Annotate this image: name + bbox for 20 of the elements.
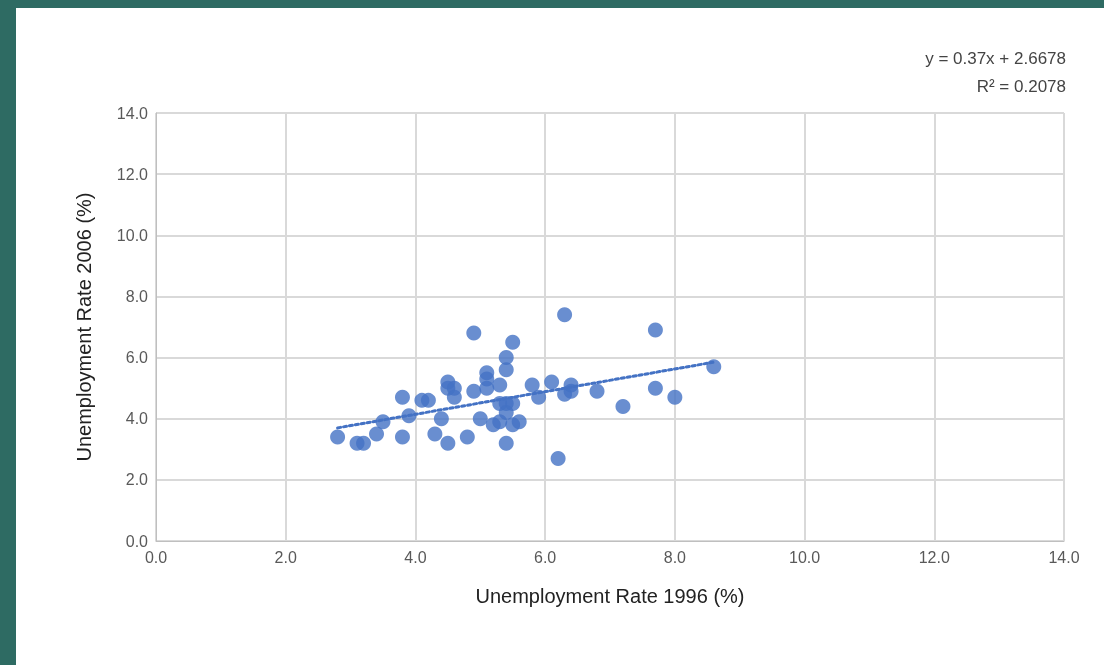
- x-tick-label: 10.0: [789, 548, 821, 566]
- text: R² = 0.2078: [976, 77, 1066, 96]
- y-tick-label: 10.0: [116, 226, 149, 244]
- y-tick-label: 4.0: [125, 410, 149, 428]
- text: y = 0.37x + 2.6678: [925, 49, 1067, 68]
- y-tick-label: 2.0: [125, 471, 149, 489]
- y-tick-label: 14.0: [116, 104, 149, 122]
- x-axis-title: Unemployment Rate 1996 (%): [475, 585, 745, 607]
- x-tick-label: 0.0: [144, 548, 168, 566]
- x-tick-label: 2.0: [274, 548, 297, 566]
- y-tick-label: 6.0: [125, 349, 149, 367]
- x-tick-label: 12.0: [918, 548, 950, 566]
- y-tick-label: 12.0: [116, 165, 149, 183]
- y-tick-label: 8.0: [125, 287, 149, 305]
- y-axis-title: Unemployment Rate 2006 (%): [73, 192, 95, 462]
- x-tick-label: 14.0: [1048, 548, 1080, 566]
- x-tick-label: 6.0: [534, 548, 557, 566]
- x-tick-label: 4.0: [404, 548, 427, 566]
- x-tick-label: 8.0: [663, 548, 687, 566]
- y-tick-label: 0.0: [125, 532, 149, 550]
